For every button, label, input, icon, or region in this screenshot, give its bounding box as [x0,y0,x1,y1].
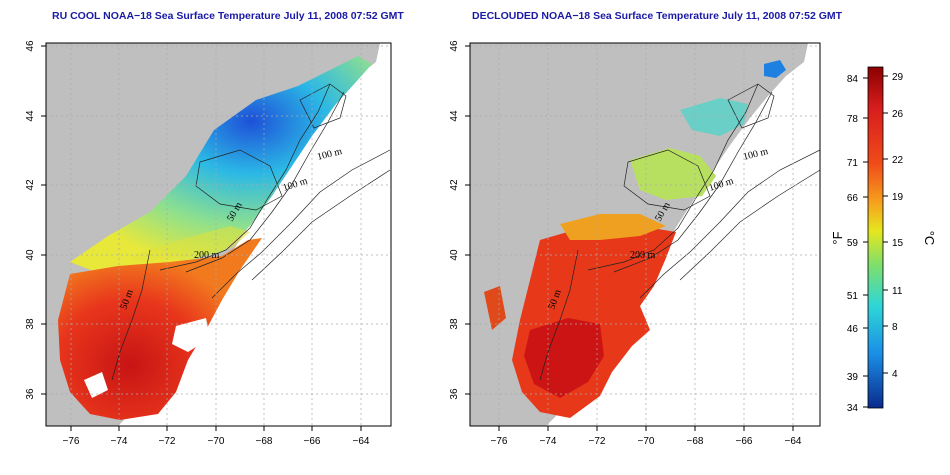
y-tick-label: 36 [25,388,36,400]
cloud-gap [172,318,210,352]
temperature-colorbar: 84 78 71 66 59 51 46 39 34 29 26 22 19 1… [830,66,937,414]
contour-label: 200 m [630,250,656,261]
warm-water-region [58,238,262,420]
left-map-title: RU COOL NOAA−18 Sea Surface Temperature … [52,10,404,22]
x-tick-label: −70 [208,436,225,447]
y-tick-label: 40 [449,249,460,261]
y-tick-label: 44 [449,110,460,122]
map-grid [46,43,391,426]
transition-band [560,214,666,240]
contour-label: 200 m [194,250,220,261]
x-tick-label: −64 [785,436,802,447]
x-tick-label: −64 [353,436,370,447]
x-tick-label: −72 [589,436,606,447]
colorbar-fahrenheit-tick: 51 [847,291,859,302]
map-grid [470,43,820,426]
x-tick-label: −74 [540,436,557,447]
y-tick-label: 36 [449,388,460,400]
colorbar-celsius-tick: 19 [892,192,904,203]
y-tick-label: 46 [449,40,460,52]
colorbar-fahrenheit-tick: 78 [847,114,859,125]
cool-water-region [680,98,748,136]
x-tick-label: −68 [256,436,273,447]
cool-water-region [764,60,786,78]
colorbar-fahrenheit-tick: 71 [847,158,859,169]
y-tick-label: 44 [25,110,36,122]
y-tick-label: 38 [449,318,460,330]
colorbar-celsius-tick: 22 [892,155,904,166]
colorbar-ramp [867,66,884,409]
colorbar-celsius-tick: 8 [892,322,898,333]
transition-band [130,226,250,262]
warm-core [524,318,604,398]
cloud-gap [84,372,108,398]
x-tick-label: −66 [304,436,321,447]
colorbar-fahrenheit-tick: 59 [847,238,859,249]
x-tick-label: −72 [159,436,176,447]
fahrenheit-axis-label: °F [830,231,845,244]
colorbar-celsius-tick: 15 [892,238,904,249]
colorbar-fahrenheit-tick: 66 [847,193,859,204]
x-tick-label: −68 [687,436,704,447]
colorbar-celsius-tick: 29 [892,72,904,83]
x-tick-label: −66 [736,436,753,447]
colorbar-fahrenheit-tick: 84 [847,74,859,85]
colorbar-fahrenheit-tick: 39 [847,372,859,383]
right-sst-map: 100 m 100 m 50 m 200 m 50 m [449,40,821,447]
map-frame [469,42,821,427]
colorbar-celsius-tick: 26 [892,109,904,120]
x-tick-label: −70 [638,436,655,447]
x-tick-label: −76 [63,436,80,447]
y-tick-label: 42 [449,179,460,191]
cool-water-region [630,148,716,200]
y-tick-label: 42 [25,179,36,191]
map-frame [45,42,392,427]
x-tick-label: −74 [111,436,128,447]
right-map-title: DECLOUDED NOAA−18 Sea Surface Temperatur… [472,10,843,22]
celsius-axis-label: °C [922,231,937,246]
colorbar-celsius-tick: 4 [892,369,898,380]
left-sst-map: 100 m 100 m 50 m 200 m 50 m [25,40,392,447]
y-tick-label: 46 [25,40,36,52]
colorbar-fahrenheit-tick: 46 [847,324,859,335]
warm-patch [484,286,506,330]
colorbar-celsius-tick: 11 [892,286,903,297]
colorbar-fahrenheit-tick: 34 [847,403,859,414]
cool-water-region [70,56,372,272]
x-tick-label: −76 [491,436,508,447]
bathymetry-contours [539,83,820,381]
y-tick-label: 40 [25,249,36,261]
y-tick-label: 38 [25,318,36,330]
